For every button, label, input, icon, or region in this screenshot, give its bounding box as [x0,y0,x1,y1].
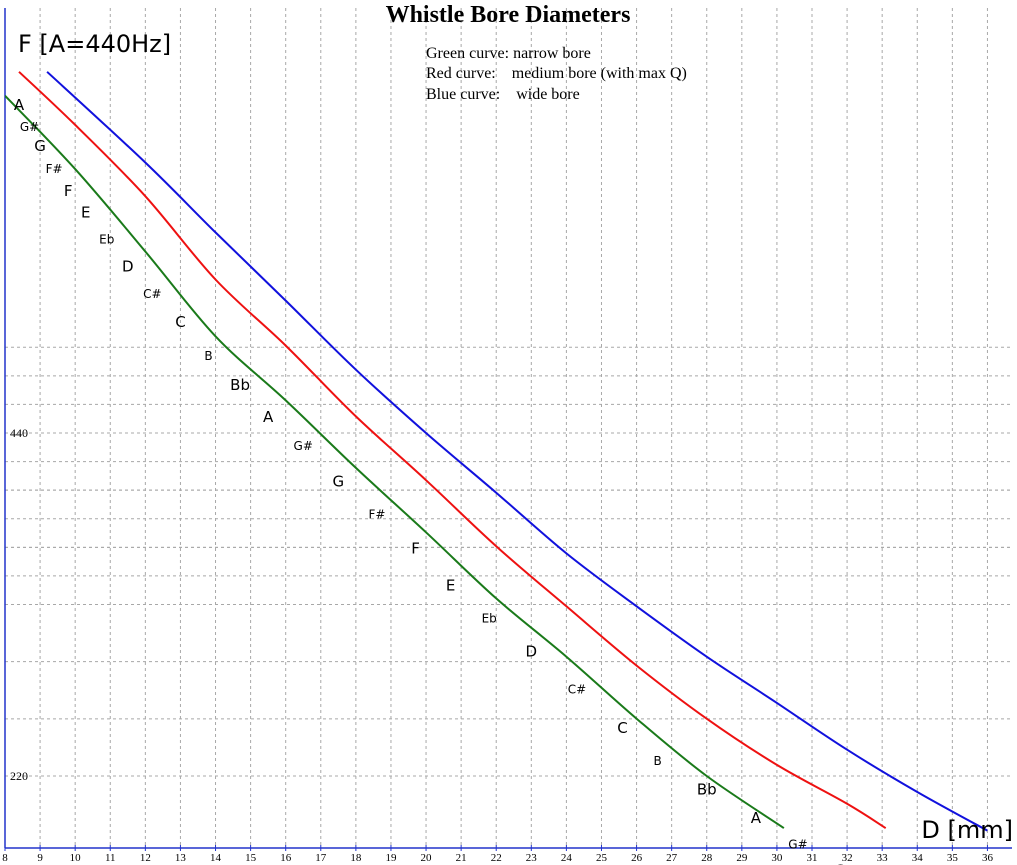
x-tick-label: 28 [701,852,713,864]
note-label: C# [143,287,161,301]
note-label: Bb [230,376,250,394]
x-tick-label: 30 [771,852,783,864]
x-tick-label: 14 [210,852,222,864]
note-label: Eb [99,233,114,247]
y-axis-title: F [A=440Hz] [18,30,171,58]
x-tick-label: 36 [982,852,994,864]
x-tick-label: 24 [561,852,573,864]
axes [4,8,1012,851]
note-label: G# [20,120,39,134]
series-lines [5,71,988,832]
x-tick-label: 17 [315,852,327,864]
note-label: A [751,809,762,827]
note-label: Eb [482,612,497,626]
x-tick-label: 15 [245,852,257,864]
note-label: E [81,204,90,222]
x-tick-label: 9 [37,852,43,864]
note-label: G [34,137,46,155]
note-label: Bb [697,780,717,798]
x-tick-label: 31 [807,852,818,864]
note-label: A [263,408,274,426]
x-tick-label: 34 [912,852,924,864]
note-label: G# [294,439,313,453]
x-tick-labels: 8 9 10 11 12 13 14 15 16 17 18 19 20 21 22 23 24 25 26 27 28… [2,852,993,864]
note-label: C [617,719,627,737]
note-label: C# [568,682,586,696]
x-tick-label: 25 [596,852,608,864]
note-label: D [526,643,538,661]
x-tick-label: 22 [491,852,502,864]
note-label: D [122,257,134,275]
medium-bore-curve [18,71,887,829]
note-label: F# [368,508,385,522]
y-tick-labels: 440 220 [10,426,28,783]
x-tick-label: 8 [2,852,8,864]
x-tick-label: 13 [175,852,187,864]
x-tick-label: 27 [666,852,678,864]
y-tick-label: 220 [10,769,28,783]
note-label: G [834,861,846,865]
legend-blue: Blue curve: wide bore [426,86,580,103]
x-tick-label: 11 [105,852,116,864]
legend-red: Red curve: medium bore (with max Q) [426,65,687,82]
note-label: B [654,754,662,768]
note-label: F [411,539,420,557]
x-tick-label: 10 [70,852,82,864]
x-tick-label: 18 [350,852,362,864]
x-tick-label: 20 [421,852,433,864]
note-label: F [64,182,73,200]
y-tick-label: 440 [10,426,28,440]
note-label: E [446,577,455,595]
x-tick-label: 23 [526,852,538,864]
chart-title: Whistle Bore Diameters [386,2,631,28]
x-tick-label: 19 [385,852,397,864]
x-tick-label: 33 [877,852,889,864]
note-label: C [175,313,185,331]
note-label: F# [46,162,63,176]
note-label: G [333,472,345,490]
x-tick-label: 12 [140,852,151,864]
note-label: B [204,349,212,363]
grid [4,8,1012,848]
x-tick-label: 32 [842,852,853,864]
wide-bore-curve [46,71,988,832]
x-tick-label: 21 [456,852,467,864]
note-label: G# [788,838,807,852]
x-tick-label: 16 [280,852,292,864]
x-tick-label: 26 [631,852,643,864]
x-axis-title: D [mm] [921,816,1013,844]
legend: Green curve: narrow bore Red curve: medi… [426,45,687,103]
x-tick-label: 29 [736,852,748,864]
legend-green: Green curve: narrow bore [426,45,591,62]
narrow-bore-curve [5,95,785,829]
note-label: A [14,96,25,114]
x-tick-label: 35 [947,852,959,864]
